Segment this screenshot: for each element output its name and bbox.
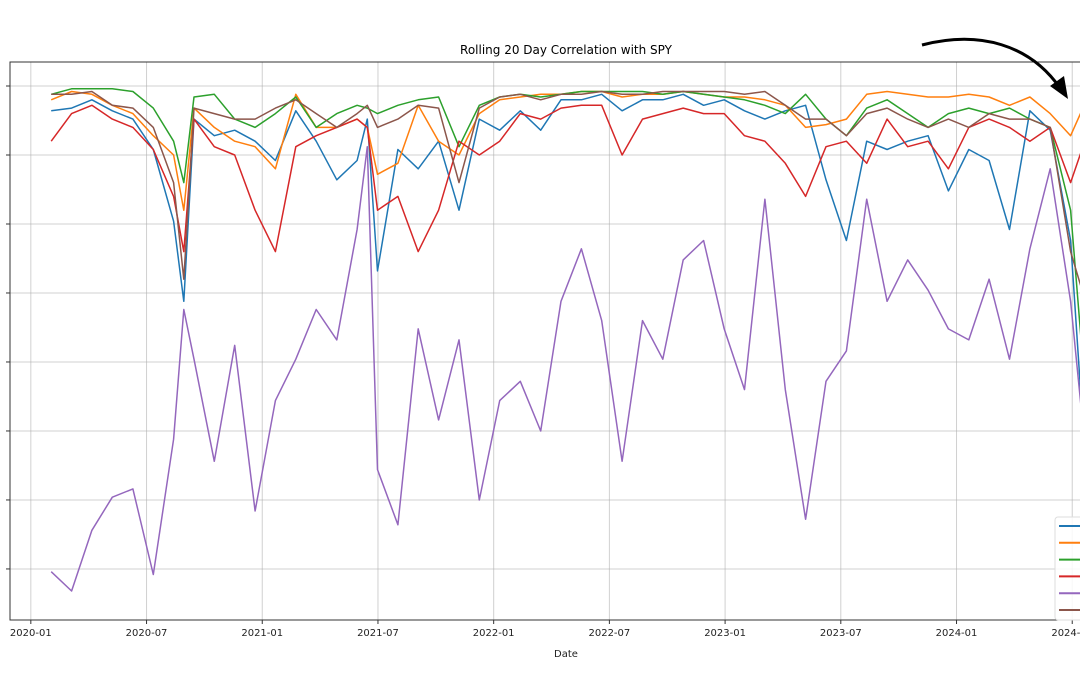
x-axis-label: Date: [554, 649, 578, 660]
grid: [10, 62, 1080, 620]
x-tick-label: 2023-07: [820, 628, 862, 639]
plot-frame: [9, 61, 1080, 621]
legend-box: [1054, 516, 1080, 621]
x-tick-label: 2021-01: [241, 628, 283, 639]
arrow-curve: [921, 37, 1062, 89]
x-tick-label: 2024-07: [1051, 628, 1080, 639]
chart-title: Rolling 20 Day Correlation with SPY: [460, 43, 673, 57]
x-tick-label: 2020-01: [10, 628, 52, 639]
series-line-1: [51, 93, 1080, 394]
series-line-6: [51, 90, 1080, 286]
x-tick-label: 2022-07: [588, 628, 630, 639]
series-line-5: [50, 145, 1080, 592]
arrow-head-icon: [1050, 76, 1068, 99]
x-tick-label: 2020-07: [126, 628, 168, 639]
series-lines: [50, 88, 1080, 592]
series-line-4: [50, 104, 1080, 253]
annotation-arrow: [921, 37, 1068, 99]
legend: [1054, 516, 1080, 621]
x-tick-label: 2022-01: [473, 628, 515, 639]
series-line-2: [50, 90, 1080, 211]
x-ticks: 2020-01 2020-07 2021-01 2021-07 2022-01 2022-…: [6, 85, 1080, 639]
x-tick-label: 2023-01: [704, 628, 746, 639]
series-line-3: [51, 88, 1080, 336]
x-tick-label: 2024-01: [936, 628, 978, 639]
x-tick-label: 2021-07: [357, 628, 399, 639]
